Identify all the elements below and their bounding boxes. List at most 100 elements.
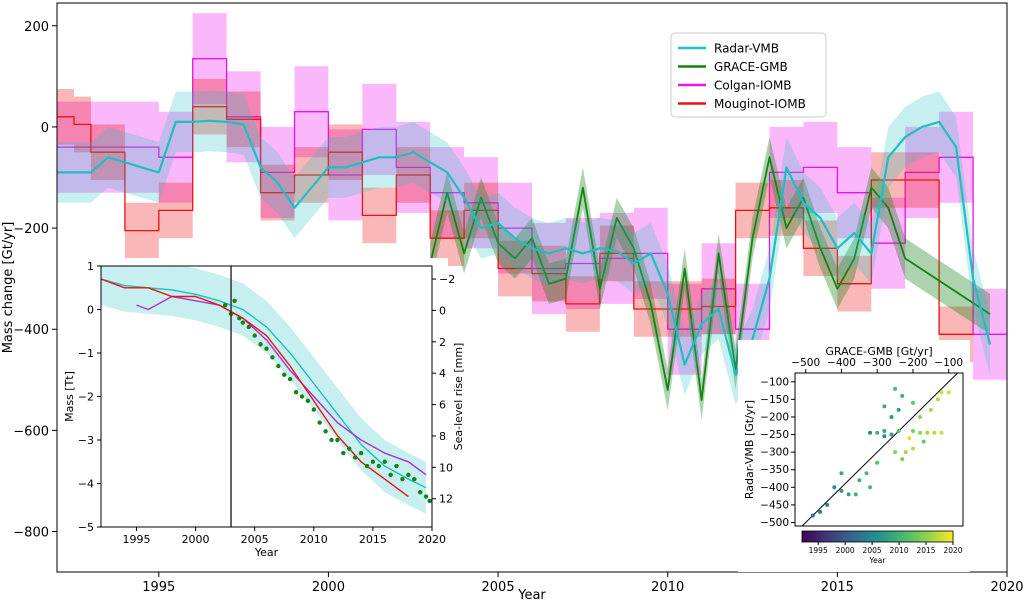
legend-label: Mouginot-IOMB (714, 97, 806, 111)
legend: Radar-VMB GRACE-GMB Colgan-IOMB Mouginot-IO… (670, 32, 827, 118)
scatter-point (903, 450, 908, 455)
inset-grace-point (311, 407, 316, 412)
scatter-point (900, 393, 905, 398)
scatter-x-tick-label: −400 (827, 357, 856, 369)
scatter-axes-frame (794, 372, 964, 527)
inset-grace-point (287, 376, 293, 382)
scatter-y-tick-label: −350 (760, 464, 789, 476)
inset-y-tick-label: 1 (87, 260, 94, 273)
inset-grace-point (232, 298, 237, 303)
one-to-one-line (801, 373, 959, 526)
scatter-point (839, 471, 844, 476)
scatter-point (853, 492, 858, 497)
scatter-plot-area (801, 373, 959, 526)
scatter-point (882, 429, 887, 434)
scatter-point (925, 430, 930, 435)
inset-grace-point (335, 437, 340, 443)
y-axis-title: Mass change [Gt/yr] (1, 222, 16, 354)
scatter-y-axis-title: Radar-VMB [Gt/yr] (743, 400, 756, 499)
band-grace-gmb (430, 137, 990, 421)
legend-label: Radar-VMB (714, 42, 779, 56)
scatter-point (946, 390, 951, 395)
scatter-y-tick-label: −150 (760, 394, 789, 406)
scatter-point (907, 436, 912, 441)
y-tick-label: −600 (13, 424, 49, 439)
scatter-point (889, 414, 894, 419)
scatter-point (939, 430, 944, 435)
inset-x-tick-label: 2005 (241, 533, 269, 546)
inset-x-axis-title: Year (254, 546, 279, 559)
scatter-point (825, 502, 830, 507)
scatter-point (900, 457, 905, 462)
inset-grace-point (323, 429, 328, 434)
scatter-y-tick-label: −200 (760, 411, 789, 423)
scatter-point (857, 478, 862, 483)
scatter-point (810, 513, 815, 518)
colorbar-tick-label: 2020 (943, 546, 962, 555)
inset-y-tick-label: −3 (78, 434, 94, 447)
inset-y-tick-label: −2 (78, 391, 94, 404)
scatter-point (889, 432, 894, 437)
scatter-y-tick-label: −500 (760, 517, 789, 529)
y-tick-label: −800 (13, 526, 49, 541)
inset-x-tick-label: 2000 (182, 533, 210, 546)
mass-inset: 1995 2000 2005 2010 2015 202010−1−2−3−4−5−202… (62, 258, 465, 560)
inset-grace-point (258, 342, 263, 347)
inset-grace-point (388, 472, 393, 477)
inset-grace-point (329, 437, 334, 443)
inset-y2-tick-label: 0 (439, 304, 446, 317)
scatter-y-tick-label: −300 (760, 447, 789, 459)
scatter-point (832, 485, 837, 490)
inset-line-radar-vmb (101, 278, 427, 489)
scatter-y-tick-label: −100 (760, 376, 789, 388)
colorbar (801, 530, 954, 543)
scatter-y-tick-label: −450 (760, 499, 789, 511)
inset-y2-tick-label: 2 (439, 336, 446, 349)
inset-y-tick-label: −1 (78, 347, 94, 360)
scatter-point (910, 429, 915, 434)
inset-grace-point (270, 355, 275, 360)
scatter-point (939, 390, 944, 395)
line-mouginot-iomb (57, 106, 974, 335)
inset-grace-point (417, 490, 423, 495)
x-tick-label: 2005 (482, 580, 515, 595)
scatter-point (896, 407, 901, 412)
inset-band-radar-vmb (101, 266, 427, 514)
inset-y2-tick-label: 10 (439, 461, 453, 474)
y-tick-label: 200 (24, 20, 49, 35)
y-tick-label: −200 (13, 222, 49, 237)
inset-grace-point (305, 398, 311, 404)
inset-grace-point (293, 389, 299, 395)
scatter-x-tick-label: −300 (863, 357, 892, 369)
inset-grace-point (400, 476, 405, 482)
main-axes-frame (56, 2, 1008, 573)
inset-grace-point (412, 476, 417, 482)
inset-y2-axis-title: Sea-level rise [mm] (452, 343, 465, 451)
inset-grace-point (317, 420, 322, 425)
inset-y2-tick-label: 6 (439, 399, 446, 412)
scatter-point (932, 430, 937, 435)
scatter-x-tick-label: −500 (791, 357, 820, 369)
x-tick-label: 2010 (651, 580, 684, 595)
legend-label: GRACE-GMB (714, 60, 788, 74)
inset-grace-point (246, 324, 251, 330)
x-tick-label: 2000 (312, 580, 345, 595)
colorbar-title: Year (869, 556, 887, 565)
x-axis-title: Year (517, 588, 546, 602)
legend-box (670, 32, 827, 118)
scatter-y-tick-label: −400 (760, 482, 789, 494)
legend-label: Colgan-IOMB (714, 79, 792, 93)
scatter-point (910, 400, 915, 405)
scatter-point (846, 492, 851, 497)
line-radar-vmb (57, 119, 992, 376)
inset-y-tick-label: −4 (78, 478, 94, 491)
inset-x-tick-label: 2015 (359, 533, 387, 546)
line-colgan-iomb (57, 57, 1007, 335)
colorbar-tick-label: 2000 (836, 546, 855, 555)
scatter-y-tick-label: −250 (760, 429, 789, 441)
inset-grace-point (299, 394, 305, 399)
inset-y2-tick-label: 8 (439, 430, 446, 443)
inset-grace-point (352, 455, 358, 460)
colorbar-tick-label: 2010 (890, 546, 909, 555)
